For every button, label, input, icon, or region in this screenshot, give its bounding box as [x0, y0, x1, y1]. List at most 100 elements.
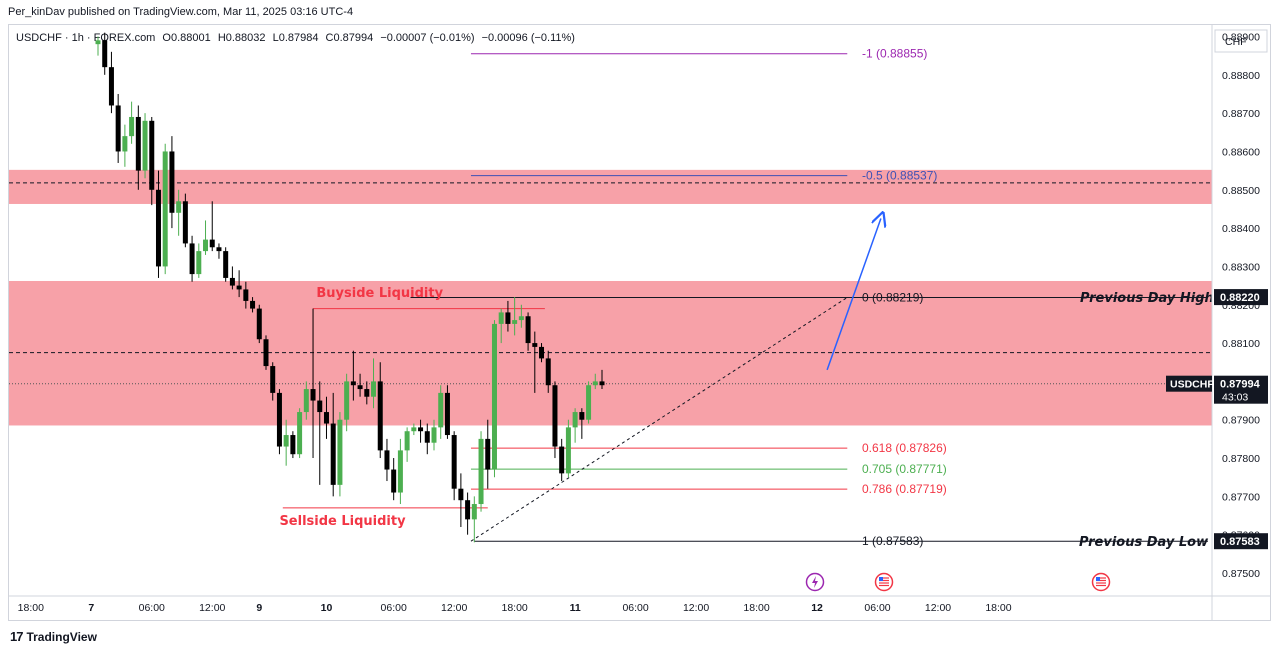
fib-label-4: 0.705 (0.87771) — [862, 462, 947, 476]
candle-body — [337, 419, 343, 485]
x-tick-label: 06:00 — [622, 602, 648, 614]
candle-body — [176, 201, 182, 213]
projection-arrow — [826, 219, 881, 371]
x-tick-label: 12:00 — [441, 602, 467, 614]
candle-body — [491, 323, 497, 470]
us-flag-event-icon — [1091, 572, 1111, 592]
candle-body — [122, 136, 128, 152]
candle-body — [102, 40, 108, 68]
y-tick-label: 0.88700 — [1222, 108, 1260, 120]
earnings-event-icon — [805, 572, 825, 592]
candle-body — [512, 320, 518, 324]
candle-body — [424, 431, 430, 443]
candle-body — [182, 201, 188, 244]
price-tag-bg-1 — [1214, 533, 1268, 550]
footer-brand: 17 TradingView — [10, 629, 97, 644]
ohlc-legend: USDCHF · 1h · FOREX.com O0.88001 H0.8803… — [16, 32, 579, 44]
currency-box — [1214, 29, 1268, 53]
candle-body — [545, 358, 551, 386]
fib-label-1: -0.5 (0.88537) — [862, 169, 937, 183]
candle-body — [323, 412, 329, 424]
candle-body — [539, 346, 545, 359]
candle-body — [290, 435, 296, 455]
candle-body — [297, 412, 303, 455]
candle-body — [418, 427, 424, 432]
candle-body — [155, 189, 161, 267]
symbol-info[interactable]: USDCHF · 1h · FOREX.com — [16, 32, 156, 44]
candle-body — [129, 116, 135, 137]
candle-body — [465, 500, 471, 520]
flag-canton — [879, 577, 883, 581]
fib-label-6: 1 (0.87583) — [862, 534, 923, 548]
candle-body — [371, 381, 377, 397]
candle-body — [303, 389, 309, 413]
fib-label-2: 0 (0.88219) — [862, 290, 923, 304]
candle-body — [357, 385, 363, 390]
y-tick-label: 0.87500 — [1222, 568, 1260, 580]
candle-body — [559, 446, 565, 474]
y-tick-label: 0.88900 — [1222, 31, 1260, 43]
candle-body — [142, 120, 148, 171]
us-flag-event-icon — [874, 572, 894, 592]
price-tag-label-0: 0.88220 — [1220, 292, 1260, 304]
candle-body — [599, 381, 605, 386]
candle-body — [438, 392, 444, 428]
candle-body — [135, 116, 141, 171]
candle-body — [350, 381, 356, 386]
chart-frame — [8, 24, 1271, 621]
candle-body — [95, 40, 101, 45]
candle-body — [565, 427, 571, 474]
candle-body — [478, 438, 484, 505]
fib-label-0: -1 (0.88855) — [862, 47, 927, 61]
candle-body — [458, 488, 464, 501]
candle-body — [283, 435, 289, 447]
x-tick-label: 11 — [570, 602, 581, 614]
candle-body — [384, 450, 390, 470]
ohlc-change: −0.00007 (−0.01%) — [380, 32, 475, 44]
candle-body — [532, 343, 538, 347]
candle-body — [344, 381, 350, 420]
candle-body — [209, 239, 215, 248]
publish-header: Per_kinDav published on TradingView.com,… — [8, 6, 354, 18]
candle-body — [276, 392, 282, 447]
candle-body — [451, 435, 457, 489]
fib-label-5: 0.786 (0.87719) — [862, 482, 947, 496]
candle-body — [196, 251, 202, 275]
candle-body — [471, 504, 477, 520]
current-price-tag-bg — [1214, 375, 1268, 404]
candle-body — [592, 381, 598, 386]
candle-body — [397, 450, 403, 493]
candle-body — [108, 67, 114, 106]
candle-body — [236, 285, 242, 290]
x-tick-label: 18:00 — [985, 602, 1011, 614]
price-tag-label-1: 0.87583 — [1220, 536, 1260, 548]
x-tick-label: 18:00 — [743, 602, 769, 614]
candle-body — [115, 105, 121, 152]
y-tick-label: 0.88600 — [1222, 146, 1260, 158]
candle-body — [552, 385, 558, 447]
x-tick-label: 9 — [256, 602, 262, 614]
y-tick-label: 0.88500 — [1222, 185, 1260, 197]
y-tick-label: 0.87700 — [1222, 491, 1260, 503]
supply-zone-0 — [9, 169, 1212, 204]
candle-body — [243, 289, 249, 301]
candle-body — [216, 247, 222, 252]
candle-body — [250, 300, 256, 309]
tradingview-logo-icon: 17 — [10, 629, 24, 644]
candle-body — [229, 277, 235, 286]
event-icon-circle — [874, 572, 894, 592]
candle-body — [169, 151, 175, 213]
candle-body — [310, 389, 316, 401]
current-price-tag: 0.87994 — [1220, 379, 1261, 391]
candle-body — [505, 312, 511, 324]
currency-label: CHF — [1225, 36, 1247, 48]
prev-day-high-label: Previous Day High — [1080, 291, 1214, 306]
y-tick-label: 0.87900 — [1222, 415, 1260, 427]
x-tick-label: 06:00 — [139, 602, 165, 614]
candle-body — [518, 316, 524, 321]
candle-body — [586, 385, 592, 420]
y-tick-label: 0.88300 — [1222, 261, 1260, 273]
candle-body — [498, 312, 504, 324]
candle-body — [149, 120, 155, 190]
